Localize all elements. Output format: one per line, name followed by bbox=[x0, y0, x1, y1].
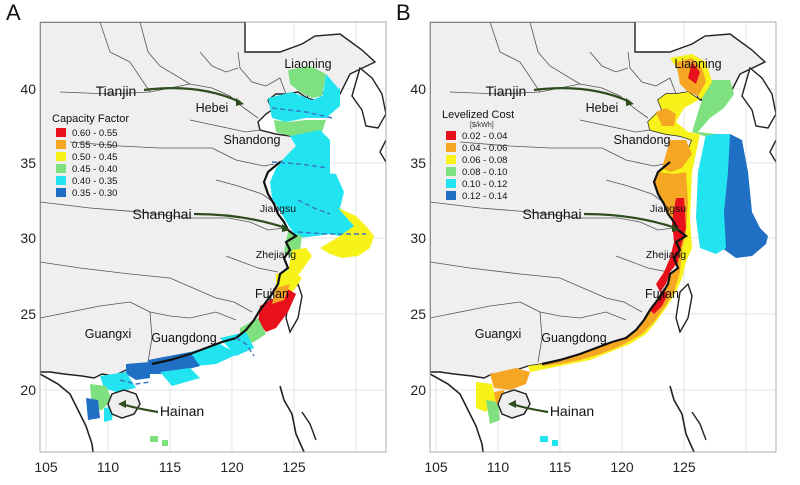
panel-a-label-zhejiang: Zhejiang bbox=[256, 249, 296, 261]
panel-b-label-zhejiang: Zhejiang bbox=[646, 249, 686, 261]
panel-a-city-hainan: Hainan bbox=[160, 403, 204, 419]
panel-b-legend-label: 0.04 - 0.06 bbox=[462, 143, 507, 154]
panel-b-legend-swatch bbox=[446, 155, 456, 164]
panel-a-letter: A bbox=[6, 0, 21, 25]
panel-a-label-fujian: Fujian bbox=[255, 287, 289, 301]
panel-b-legend: Levelized Cost [$/kWh] 0.02 - 0.040.04 -… bbox=[442, 109, 514, 202]
panel-b-legend-swatch bbox=[446, 131, 456, 140]
panel-a-label-liaoning: Liaoning bbox=[284, 57, 331, 71]
panel-a-legend-swatch bbox=[56, 152, 66, 161]
panel-a-xtick: 105 bbox=[34, 459, 58, 475]
panel-a-capacity-factor: A bbox=[6, 0, 387, 475]
panel-b-city-tianjin: Tianjin bbox=[486, 83, 527, 99]
panel-b-legend-title: Levelized Cost bbox=[442, 109, 514, 121]
panel-a-xtick: 125 bbox=[282, 459, 306, 475]
panel-b-tianjin-arrow bbox=[533, 87, 631, 103]
panel-a-ytick: 25 bbox=[20, 306, 36, 322]
panel-b-legend-swatch bbox=[446, 179, 456, 188]
panel-b-xtick: 120 bbox=[610, 459, 634, 475]
panel-b-legend-swatch bbox=[446, 143, 456, 152]
panel-b-label-hebei: Hebei bbox=[586, 101, 619, 115]
panel-b-legend-unit: [$/kWh] bbox=[470, 122, 494, 129]
panel-b-legend-label: 0.12 - 0.14 bbox=[462, 191, 507, 202]
panel-b-legend-label: 0.02 - 0.04 bbox=[462, 131, 507, 142]
panel-a-legend-title: Capacity Factor bbox=[52, 113, 129, 125]
panel-b-label-liaoning: Liaoning bbox=[674, 57, 721, 71]
panel-a-ytick: 35 bbox=[20, 155, 36, 171]
panel-b-legend-label: 0.08 - 0.10 bbox=[462, 167, 507, 178]
panel-a-legend-swatch bbox=[56, 164, 66, 173]
panel-b-shanghai-arrow bbox=[583, 212, 677, 230]
panel-b-xtick: 105 bbox=[424, 459, 448, 475]
panel-a-legend-swatch bbox=[56, 176, 66, 185]
panel-a-ytick: 40 bbox=[20, 81, 36, 97]
panel-b-xtick: 110 bbox=[487, 459, 510, 475]
panel-b-ytick: 20 bbox=[410, 382, 426, 398]
panel-b-label-guangdong: Guangdong bbox=[541, 331, 606, 345]
panel-b-cost-overlay bbox=[476, 54, 768, 446]
panel-a-legend-label: 0.45 - 0.40 bbox=[72, 164, 117, 175]
panel-a-dashed-lines bbox=[119, 107, 366, 385]
panel-b-label-jiangsu: Jiangsu bbox=[650, 203, 686, 215]
panel-b-legend-label: 0.06 - 0.08 bbox=[462, 155, 507, 166]
panel-a-legend-label: 0.40 - 0.35 bbox=[72, 176, 117, 187]
panel-a-city-shanghai: Shanghai bbox=[132, 206, 191, 222]
panel-a-tianjin-arrow bbox=[143, 87, 241, 103]
panel-a-label-guangxi: Guangxi bbox=[85, 327, 132, 341]
panel-a-label-jiangsu: Jiangsu bbox=[260, 203, 296, 215]
panel-a-ytick: 30 bbox=[20, 230, 36, 246]
panel-a-xtick: 110 bbox=[97, 459, 120, 475]
panel-b-ytick: 25 bbox=[410, 306, 426, 322]
panel-b-xtick: 115 bbox=[549, 459, 572, 475]
panel-b-legend-swatch bbox=[446, 191, 456, 200]
panel-b-letter: B bbox=[396, 0, 411, 25]
panel-a-legend-swatch bbox=[56, 128, 66, 137]
panel-b-label-shandong: Shandong bbox=[613, 133, 670, 147]
panel-a-legend-label: 0.35 - 0.30 bbox=[72, 188, 117, 199]
panel-a-label-guangdong: Guangdong bbox=[151, 331, 216, 345]
panel-a-shanghai-arrow bbox=[193, 212, 287, 230]
panel-b-xtick: 125 bbox=[672, 459, 696, 475]
panel-b-ytick: 30 bbox=[410, 230, 426, 246]
panel-b-label-fujian: Fujian bbox=[645, 287, 679, 301]
panel-b-legend-swatch bbox=[446, 167, 456, 176]
panel-b-ytick: 35 bbox=[410, 155, 426, 171]
panel-a-legend-swatch bbox=[56, 188, 66, 197]
panel-b-ytick: 40 bbox=[410, 81, 426, 97]
panel-a-label-hebei: Hebei bbox=[196, 101, 229, 115]
panel-a-xtick: 120 bbox=[220, 459, 244, 475]
panel-b-legend-label: 0.10 - 0.12 bbox=[462, 179, 507, 190]
panel-a-label-shandong: Shandong bbox=[223, 133, 280, 147]
panel-a-legend-swatch bbox=[56, 140, 66, 149]
panel-b-city-shanghai: Shanghai bbox=[522, 206, 581, 222]
panel-a-xtick: 115 bbox=[159, 459, 182, 475]
panel-a-legend-label: 0.55 - 0.50 bbox=[72, 140, 117, 151]
panel-a-legend-label: 0.50 - 0.45 bbox=[72, 152, 117, 163]
panel-a-legend: Capacity Factor 0.60 - 0.550.55 - 0.500.… bbox=[52, 113, 129, 199]
panel-a-ytick: 20 bbox=[20, 382, 36, 398]
panel-a-capacity-overlay bbox=[86, 66, 374, 446]
panel-a-city-tianjin: Tianjin bbox=[96, 83, 137, 99]
panel-b-levelized-cost: B bbox=[396, 0, 777, 475]
panel-a-legend-label: 0.60 - 0.55 bbox=[72, 128, 117, 139]
panel-b-label-guangxi: Guangxi bbox=[475, 327, 522, 341]
panel-b-city-hainan: Hainan bbox=[550, 403, 594, 419]
